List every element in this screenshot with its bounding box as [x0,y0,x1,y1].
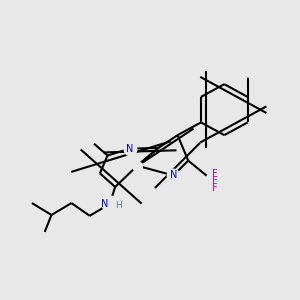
Text: H: H [115,201,122,210]
Text: N: N [170,170,177,181]
Text: F: F [212,176,218,186]
Text: N: N [101,199,108,209]
Text: N: N [126,144,133,154]
Text: F: F [212,169,218,179]
Text: F: F [212,183,218,193]
